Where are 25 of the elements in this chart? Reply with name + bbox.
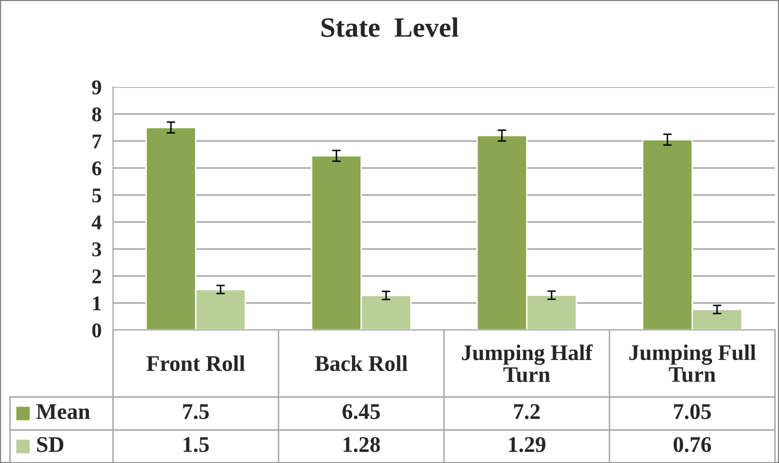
y-tick-label: 4 [92, 216, 102, 230]
y-tick-label: 9 [92, 80, 102, 94]
chart-title: State Level [322, 17, 458, 37]
legend-label: Mean [36, 404, 90, 420]
y-tick-label: 6 [92, 161, 102, 176]
y-tick-label: 1 [93, 296, 101, 310]
data-label: 7.2 [514, 404, 540, 420]
x-tick-label: Jumping Half Turn [462, 344, 593, 382]
x-tick-label: Front Roll [146, 355, 245, 372]
y-tick-label: 3 [92, 242, 102, 256]
x-tick-label: Back Roll [315, 355, 408, 372]
data-label: 1.5 [184, 437, 209, 452]
data-label: 7.05 [674, 404, 711, 420]
y-tick-label: 5 [92, 188, 102, 202]
data-label: 1.28 [344, 437, 380, 452]
data-label: 1.29 [509, 437, 546, 452]
legend-label: SD [37, 437, 64, 452]
y-tick-label: 7 [92, 134, 102, 148]
y-tick-label: 2 [92, 269, 101, 284]
y-tick-label: 8 [92, 107, 102, 122]
x-tick-label: Jumping Full Turn [629, 344, 756, 382]
data-label: 0.76 [674, 437, 712, 452]
y-tick-label: 0 [92, 323, 102, 338]
data-label: 7.5 [183, 404, 209, 420]
data-label: 6.45 [342, 404, 380, 420]
